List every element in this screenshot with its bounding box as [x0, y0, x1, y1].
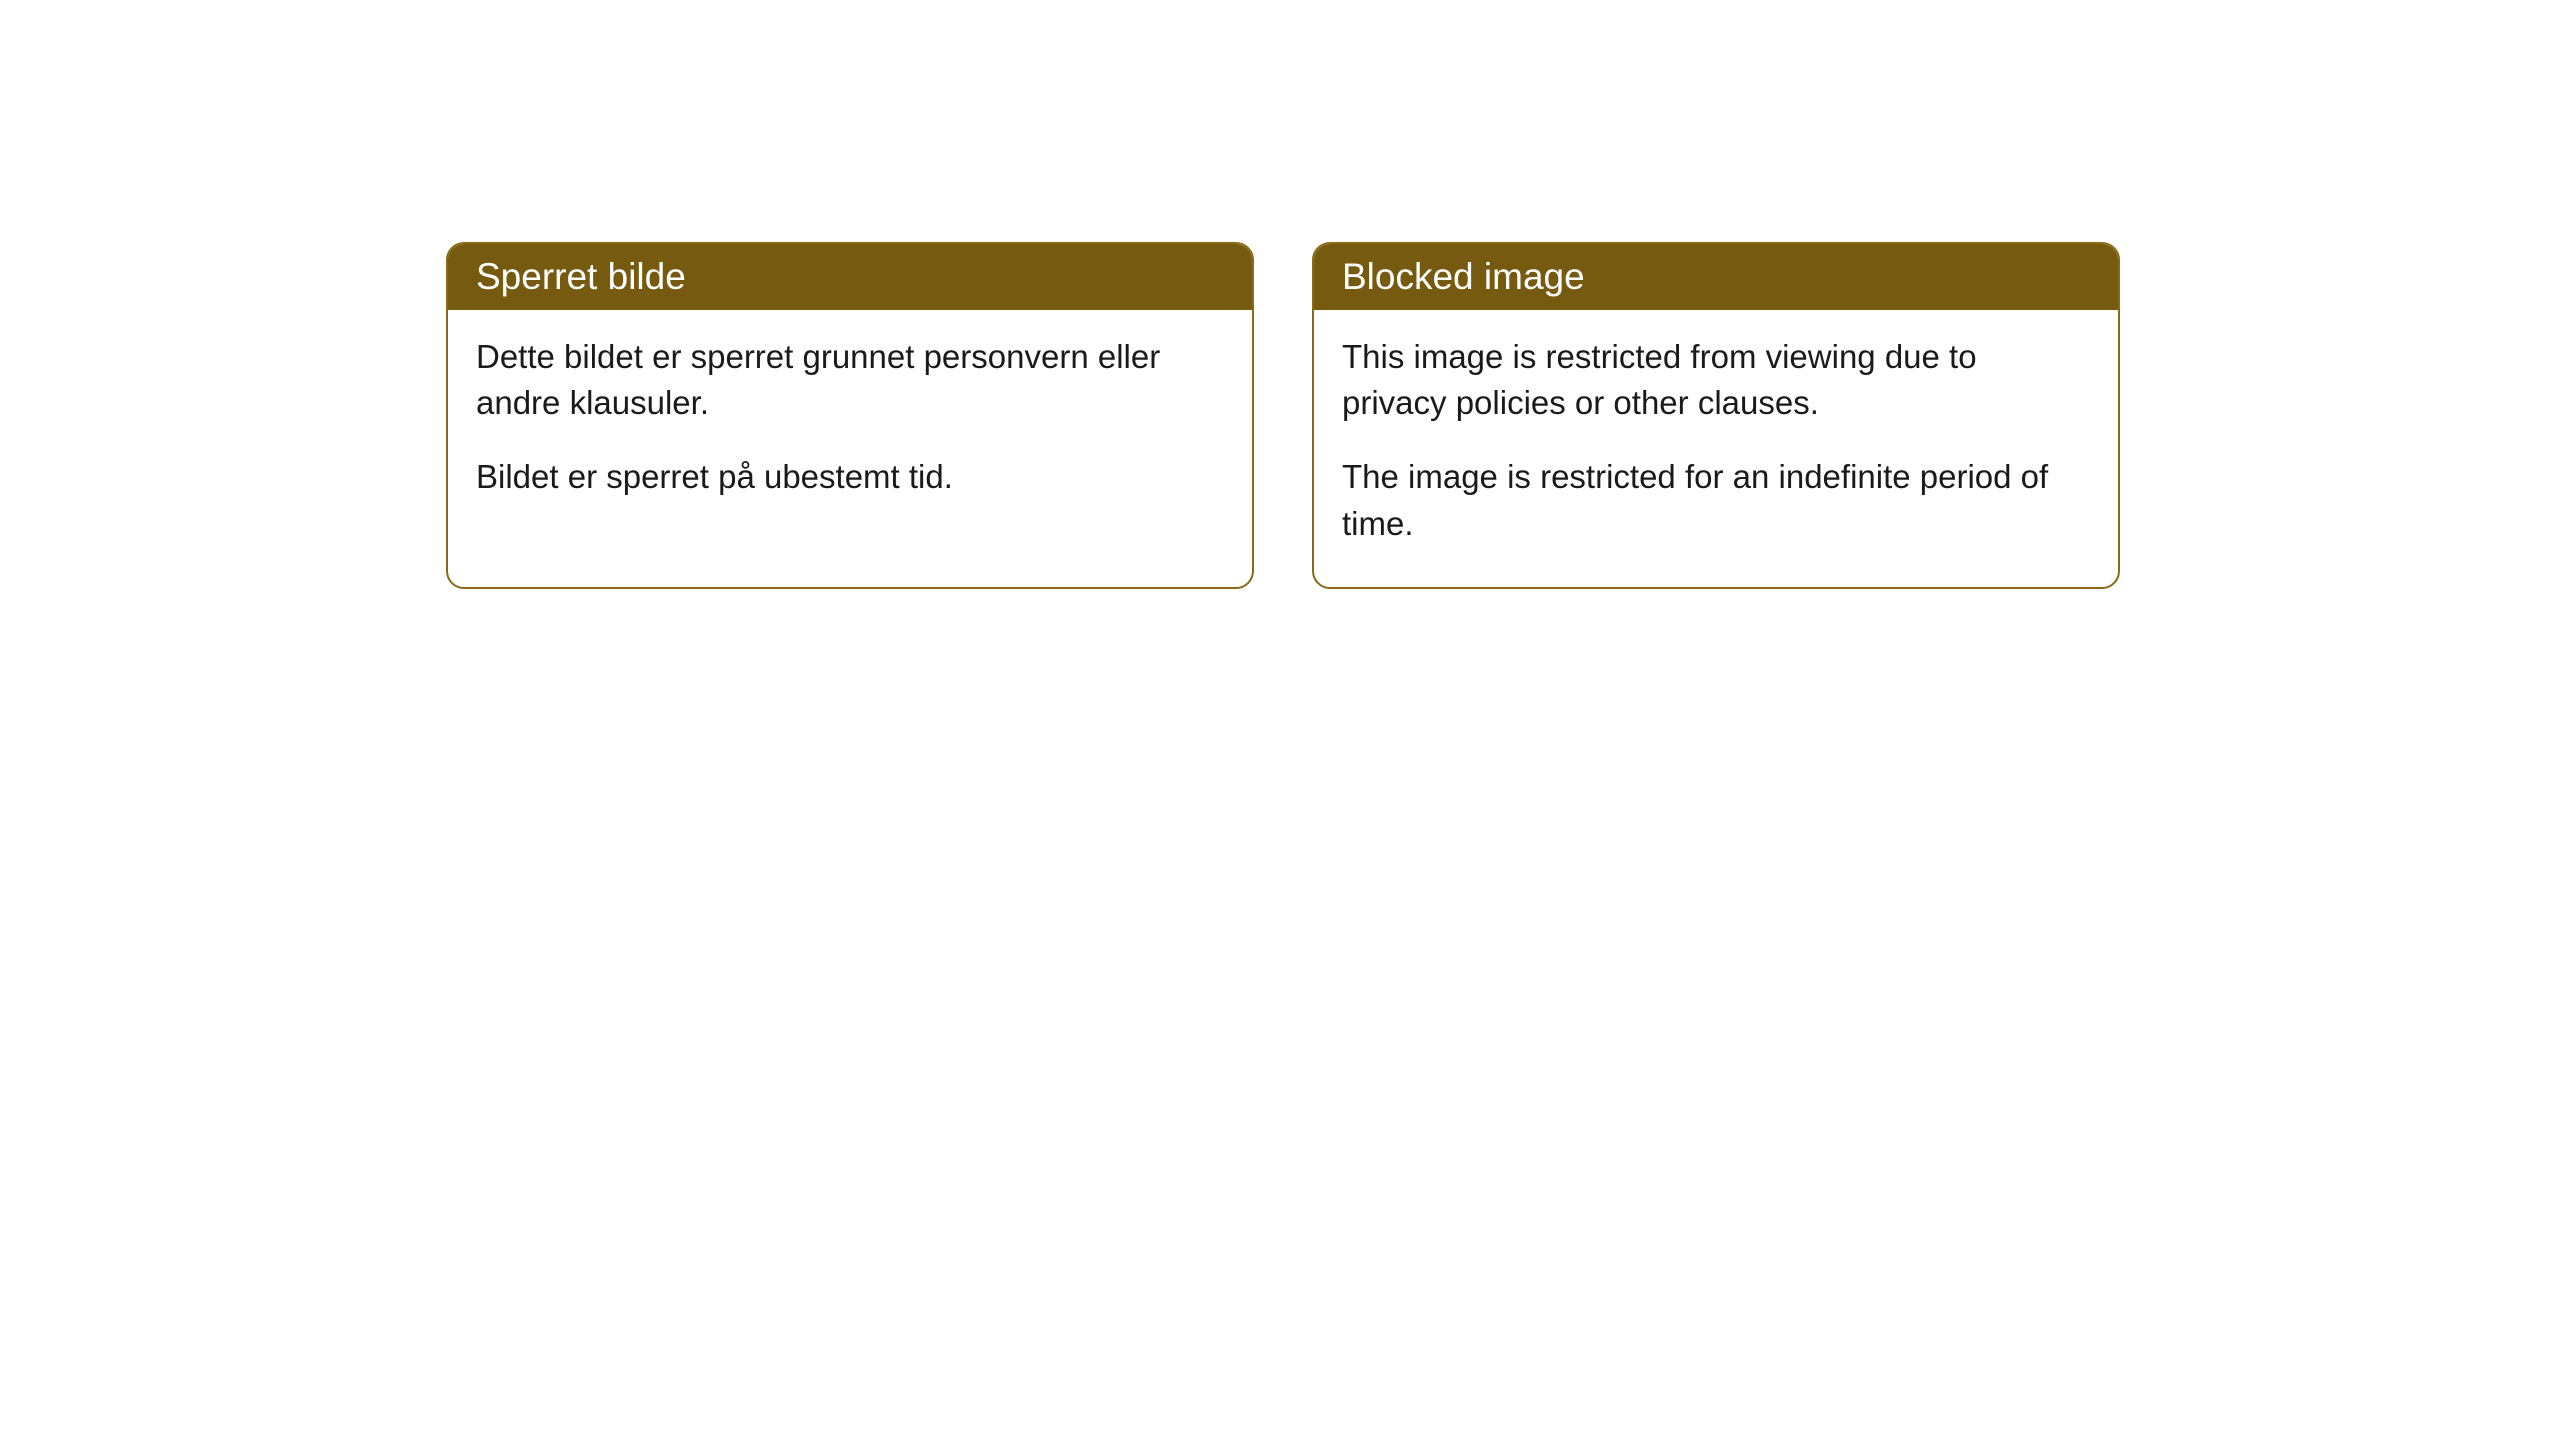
card-title: Sperret bilde: [476, 256, 686, 297]
card-body: This image is restricted from viewing du…: [1314, 310, 2118, 587]
card-header: Blocked image: [1314, 244, 2118, 310]
card-title: Blocked image: [1342, 256, 1585, 297]
blocked-image-card-english: Blocked image This image is restricted f…: [1312, 242, 2120, 589]
card-body: Dette bildet er sperret grunnet personve…: [448, 310, 1252, 541]
cards-container: Sperret bilde Dette bildet er sperret gr…: [0, 0, 2560, 589]
card-paragraph: Bildet er sperret på ubestemt tid.: [476, 454, 1224, 500]
card-paragraph: This image is restricted from viewing du…: [1342, 334, 2090, 426]
blocked-image-card-norwegian: Sperret bilde Dette bildet er sperret gr…: [446, 242, 1254, 589]
card-header: Sperret bilde: [448, 244, 1252, 310]
card-paragraph: Dette bildet er sperret grunnet personve…: [476, 334, 1224, 426]
card-paragraph: The image is restricted for an indefinit…: [1342, 454, 2090, 546]
